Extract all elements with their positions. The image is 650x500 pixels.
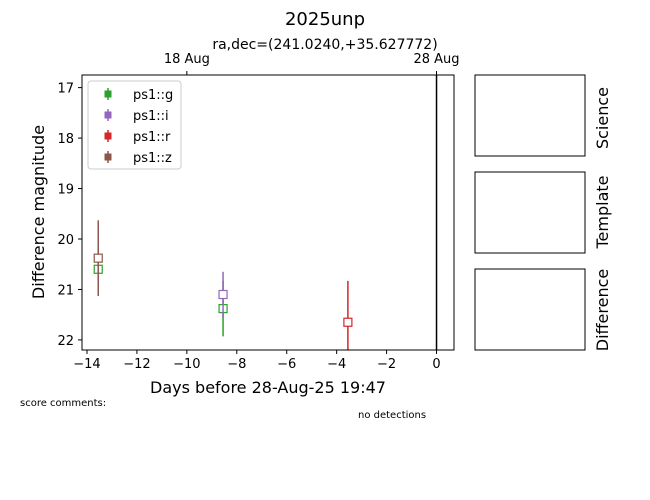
x-tick-label: 0: [432, 357, 440, 372]
legend-box: [87, 80, 182, 170]
y-tick-label: 22: [57, 334, 74, 349]
y-axis-label: Difference magnitude: [29, 125, 48, 299]
legend-marker: [104, 111, 112, 119]
x-tick-label: −8: [227, 357, 246, 372]
no-detections-note: no detections: [358, 410, 427, 421]
legend-marker: [104, 153, 112, 161]
difference-label: Difference: [593, 269, 612, 351]
template-label: Template: [593, 175, 612, 249]
y-tick-label: 20: [57, 233, 74, 248]
x-tick-label: −10: [173, 357, 200, 372]
y-tick-label: 19: [57, 183, 74, 198]
plot-area: −14 −12 −10 −8 −6 −4 −2 0 17 18 19 20 21 22 18 Aug 28 A…: [57, 52, 459, 372]
y-tick-label: 17: [57, 82, 74, 97]
chart-title: 2025unp: [285, 9, 365, 30]
x-tick-label: −6: [277, 357, 296, 372]
data-point: [93, 253, 103, 263]
legend-marker: [104, 132, 112, 140]
template-panel: [474, 171, 586, 254]
x-tick-label: −14: [73, 357, 100, 372]
x-tick-label: −4: [327, 357, 346, 372]
legend-label: ps1::i: [133, 109, 169, 124]
legend-label: ps1::g: [133, 88, 173, 103]
plot-frame: [81, 74, 455, 351]
score-comments: score comments:: [20, 398, 107, 409]
x-tick-label: −2: [377, 357, 396, 372]
difference-panel: [474, 268, 586, 351]
legend-label: ps1::r: [133, 130, 171, 145]
x-tick-label: −12: [123, 357, 150, 372]
data-point: [343, 317, 353, 327]
top-tick-label: 18 Aug: [164, 52, 210, 67]
x-axis-label: Days before 28-Aug-25 19:47: [150, 378, 386, 397]
data-point: [218, 289, 228, 300]
legend-label: ps1::z: [133, 151, 172, 166]
data-marks: [93, 220, 353, 350]
legend-marker: [104, 90, 112, 98]
image-panels: Science Template Difference: [474, 74, 612, 351]
science-panel: [474, 74, 586, 157]
chart-subtitle: ra,dec=(241.0240,+35.627772): [212, 37, 437, 53]
y-tick-label: 21: [57, 283, 74, 298]
top-tick-label: 28 Aug: [413, 52, 459, 67]
y-tick-label: 18: [57, 132, 74, 147]
science-label: Science: [593, 87, 612, 149]
